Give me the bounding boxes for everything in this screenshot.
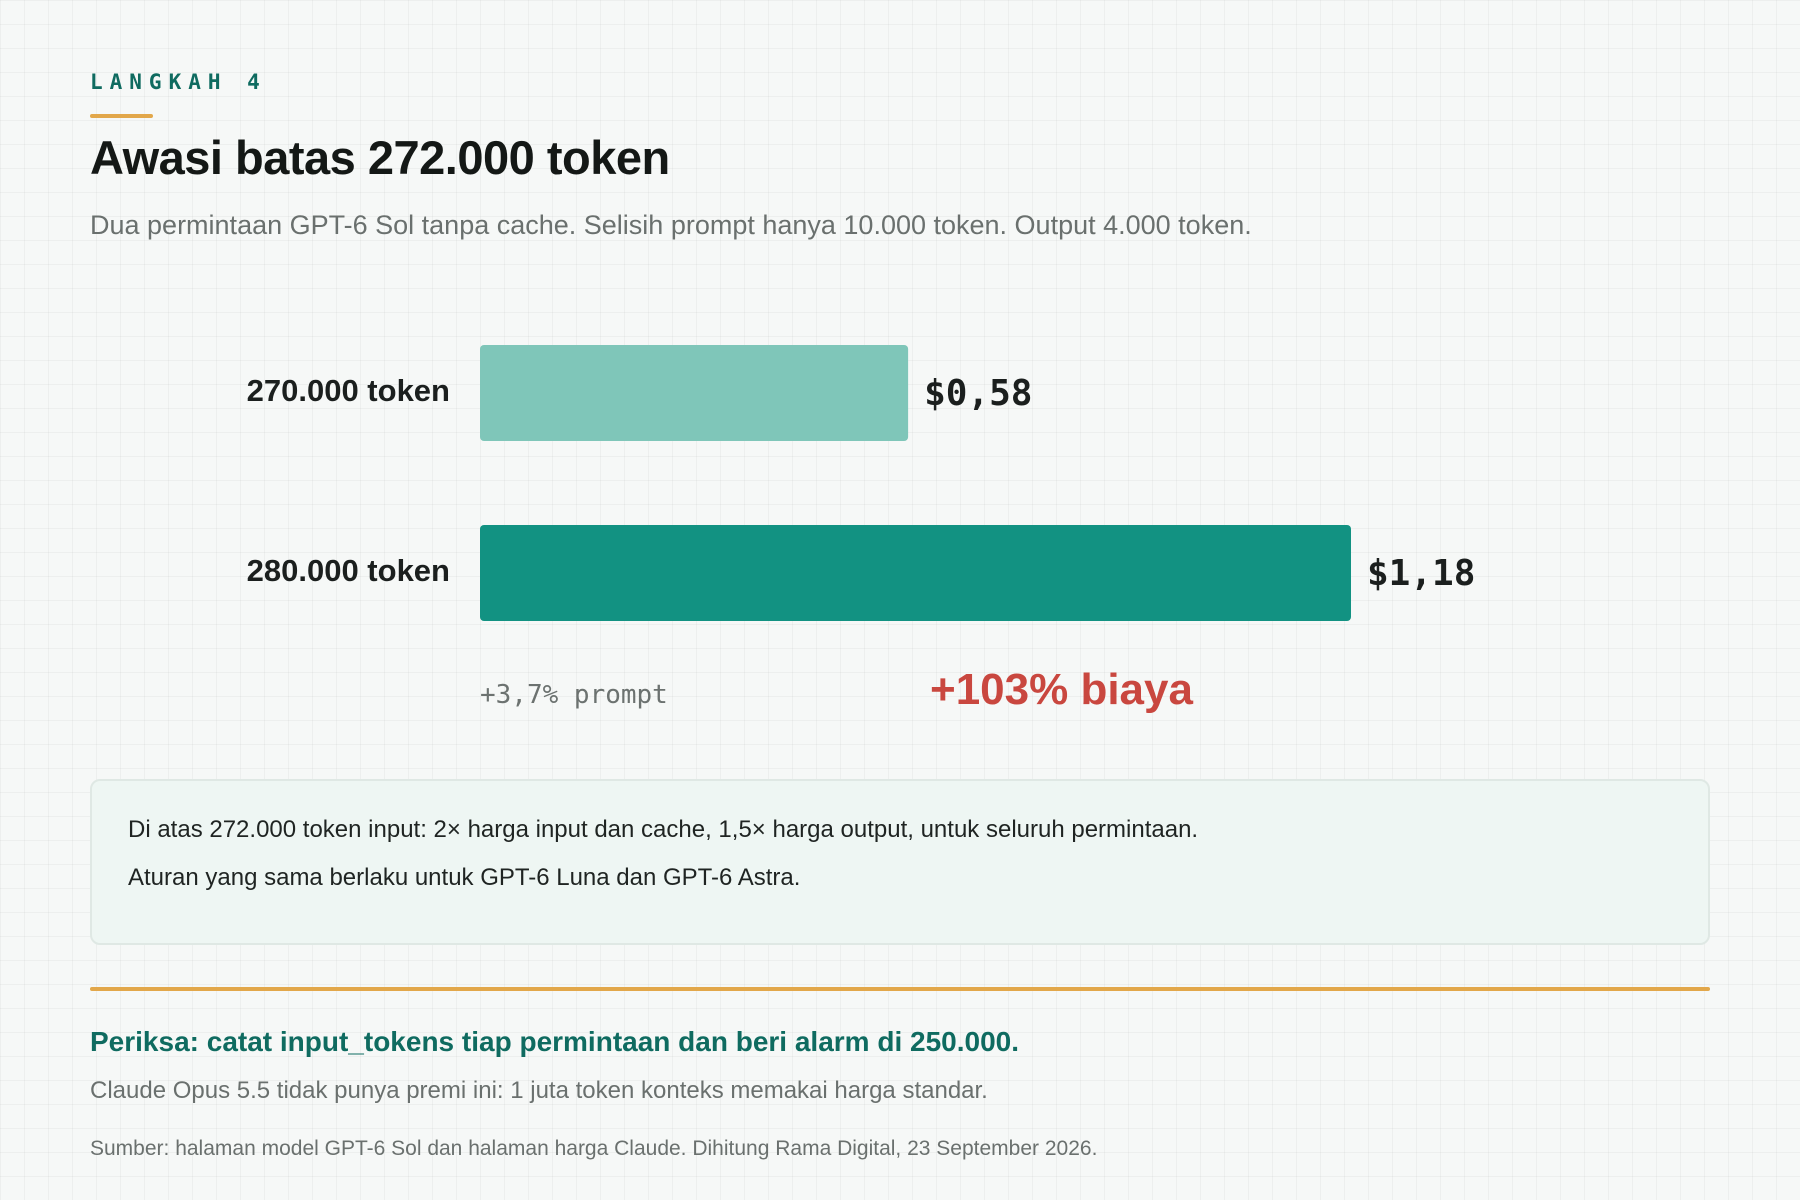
category-label: 280.000 token <box>247 553 450 588</box>
page-subtitle: Dua permintaan GPT-6 Sol tanpa cache. Se… <box>90 210 1252 240</box>
info-line-models: Aturan yang sama berlaku untuk GPT-6 Lun… <box>128 864 801 891</box>
cost-change-note: +103% biaya <box>930 665 1193 714</box>
source-note: Sumber: halaman model GPT-6 Sol dan hala… <box>90 1137 1098 1160</box>
step-label: LANGKAH 4 <box>90 70 267 94</box>
prompt-change-note: +3,7% prompt <box>480 680 668 710</box>
step-underline <box>90 114 153 118</box>
check-instruction: Periksa: catat input_tokens tiap permint… <box>90 1026 1020 1057</box>
comparison-note: Claude Opus 5.5 tidak punya premi ini: 1… <box>90 1077 988 1104</box>
info-box: Di atas 272.000 token input: 2× harga in… <box>90 779 1710 945</box>
bar <box>480 525 1351 621</box>
value-label: $0,58 <box>924 373 1032 414</box>
cost-bar-chart: 270.000 token $0,58 280.000 token $1,18 <box>247 345 1475 621</box>
value-label: $1,18 <box>1367 553 1475 594</box>
category-label: 270.000 token <box>247 373 450 408</box>
section-divider <box>90 987 1710 991</box>
info-line-surcharge: Di atas 272.000 token input: 2× harga in… <box>128 816 1199 843</box>
bar <box>480 345 909 441</box>
page-title: Awasi batas 272.000 token <box>90 131 670 184</box>
